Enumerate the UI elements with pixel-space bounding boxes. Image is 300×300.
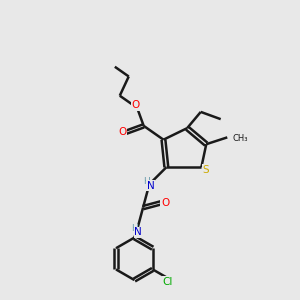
Text: N: N bbox=[134, 227, 142, 237]
Text: S: S bbox=[202, 165, 209, 175]
Text: O: O bbox=[161, 198, 169, 208]
Text: N: N bbox=[147, 181, 154, 191]
Text: H: H bbox=[131, 224, 138, 233]
Text: O: O bbox=[132, 100, 140, 110]
Text: Cl: Cl bbox=[162, 277, 172, 287]
Text: H: H bbox=[144, 177, 150, 186]
Text: CH₃: CH₃ bbox=[232, 134, 248, 143]
Text: O: O bbox=[118, 128, 126, 137]
